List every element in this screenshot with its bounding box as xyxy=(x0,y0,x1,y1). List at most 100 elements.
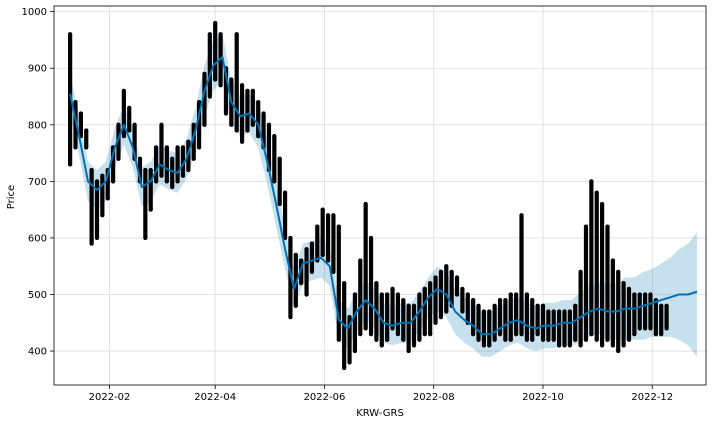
observation-point xyxy=(659,332,664,337)
observation-point xyxy=(336,224,341,229)
observation-point xyxy=(299,281,304,286)
observation-point xyxy=(578,269,583,274)
observation-point xyxy=(514,332,519,337)
observation-point xyxy=(369,332,374,337)
observation-point xyxy=(643,292,648,297)
observation-point xyxy=(229,122,234,127)
observation-point xyxy=(326,213,331,218)
observation-point xyxy=(551,309,556,314)
observation-point xyxy=(309,269,314,274)
observation-point xyxy=(143,168,148,173)
observation-point xyxy=(465,292,470,297)
observation-point xyxy=(498,298,503,303)
observation-point xyxy=(374,337,379,342)
observation-point xyxy=(417,337,422,342)
observation-point xyxy=(363,326,368,331)
observation-point xyxy=(336,337,341,342)
observation-point xyxy=(234,128,239,133)
observation-point xyxy=(621,281,626,286)
observation-point xyxy=(594,337,599,342)
observation-point xyxy=(481,309,486,314)
observation-point xyxy=(358,332,363,337)
observation-point xyxy=(100,173,105,178)
observation-point xyxy=(530,298,535,303)
observation-point xyxy=(492,337,497,342)
y-tick-label: 500 xyxy=(28,290,47,301)
observation-point xyxy=(164,145,169,150)
x-tick-label: 2022-04 xyxy=(194,392,236,403)
x-tick-label: 2022-12 xyxy=(631,392,673,403)
observation-point xyxy=(159,173,164,178)
observation-point xyxy=(250,88,255,93)
observation-point xyxy=(143,235,148,240)
observation-point xyxy=(121,88,126,93)
observation-point xyxy=(626,337,631,342)
observation-point xyxy=(600,343,605,348)
observation-point xyxy=(180,145,185,150)
observation-point xyxy=(347,315,352,320)
observation-point xyxy=(589,179,594,184)
x-tick-label: 2022-06 xyxy=(304,392,346,403)
observation-point xyxy=(331,213,336,218)
x-axis-label: KRW-GRS xyxy=(356,408,404,419)
observation-point xyxy=(256,134,261,139)
y-tick-label: 600 xyxy=(28,233,47,244)
observation-point xyxy=(272,134,277,139)
observation-point xyxy=(89,168,94,173)
observation-point xyxy=(218,83,223,88)
observation-point xyxy=(498,332,503,337)
observation-point xyxy=(487,343,492,348)
observation-point xyxy=(148,168,153,173)
observation-point xyxy=(299,258,304,263)
observation-point xyxy=(530,337,535,342)
observation-point xyxy=(154,145,159,150)
observation-point xyxy=(293,252,298,257)
observation-point xyxy=(213,77,218,82)
observation-point xyxy=(191,156,196,161)
observation-point xyxy=(207,32,212,37)
observation-point xyxy=(94,179,99,184)
observation-point xyxy=(406,349,411,354)
observation-point xyxy=(481,343,486,348)
observation-point xyxy=(331,269,336,274)
observation-point xyxy=(111,179,116,184)
observation-point xyxy=(100,213,105,218)
observation-point xyxy=(326,258,331,263)
observation-point xyxy=(304,292,309,297)
observation-point xyxy=(433,320,438,325)
observation-point xyxy=(293,303,298,308)
observation-point xyxy=(175,179,180,184)
observation-point xyxy=(535,303,540,308)
observation-point xyxy=(610,258,615,263)
observation-point xyxy=(643,326,648,331)
observation-point xyxy=(94,235,99,240)
observation-point xyxy=(68,32,73,37)
observation-point xyxy=(363,201,368,206)
observation-point xyxy=(390,326,395,331)
observation-point xyxy=(578,343,583,348)
y-axis-label: Price xyxy=(6,185,17,209)
y-axis: 400 500 600 700 800 900 1000 xyxy=(22,7,54,358)
observation-point xyxy=(272,179,277,184)
observation-point xyxy=(320,252,325,257)
observation-point xyxy=(535,332,540,337)
observation-point xyxy=(573,337,578,342)
observation-point xyxy=(546,337,551,342)
observation-point xyxy=(401,298,406,303)
observation-point xyxy=(664,326,669,331)
observation-point xyxy=(428,281,433,286)
observation-point xyxy=(154,179,159,184)
observation-point xyxy=(250,122,255,127)
observation-point xyxy=(524,292,529,297)
observation-point xyxy=(487,309,492,314)
observation-point xyxy=(288,315,293,320)
observation-point xyxy=(352,349,357,354)
observation-point xyxy=(438,269,443,274)
observation-point xyxy=(121,134,126,139)
observation-point xyxy=(180,173,185,178)
observation-point xyxy=(610,343,615,348)
observation-point xyxy=(240,83,245,88)
observation-point xyxy=(159,122,164,127)
x-tick-label: 2022-02 xyxy=(89,392,131,403)
observation-point xyxy=(541,337,545,342)
